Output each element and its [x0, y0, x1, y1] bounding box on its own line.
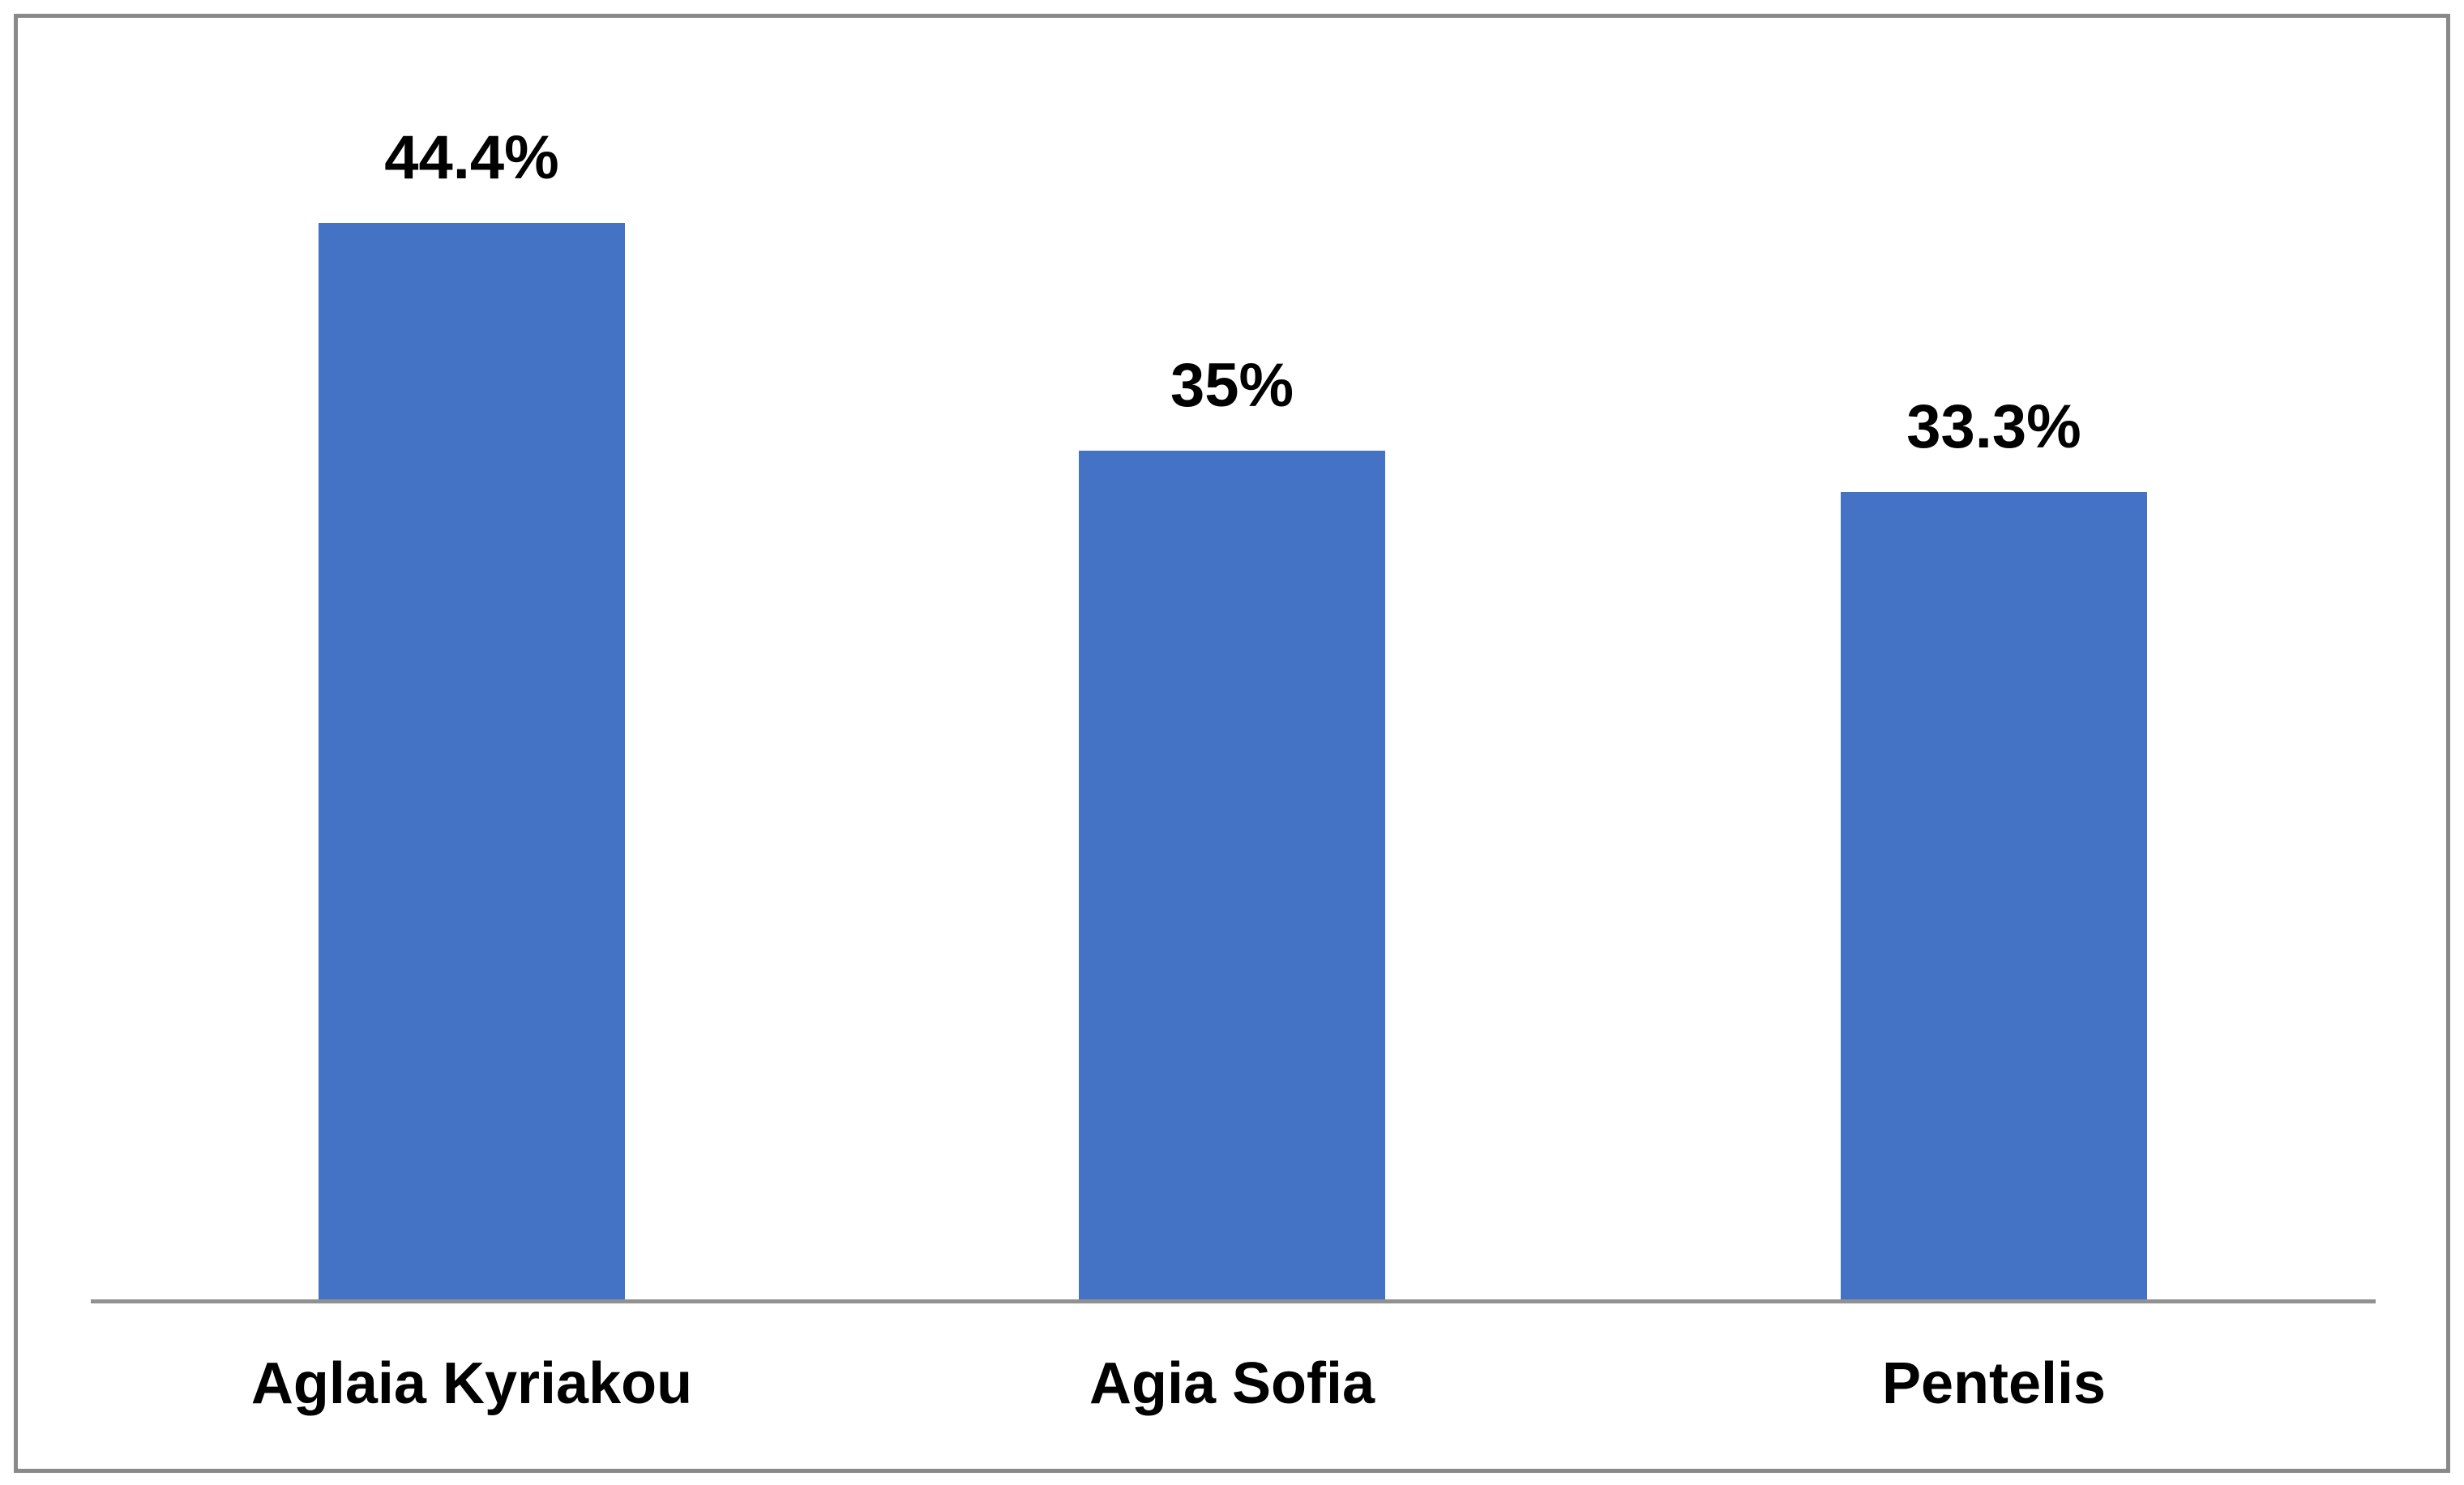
category-label: Agia Sofia [1089, 1351, 1375, 1416]
bar-pentelis [1841, 492, 2147, 1299]
bar-group: 44.4% [319, 124, 625, 1299]
x-axis-line [91, 1299, 2376, 1303]
category-label: Aglaia Kyriakou [250, 1351, 693, 1416]
bar-value-label: 44.4% [384, 123, 559, 193]
bar-value-label: 33.3% [1906, 392, 2081, 462]
bar-agia-sofia [1079, 451, 1385, 1299]
bar-aglaia-kyriakou [319, 223, 625, 1299]
category-label: Pentelis [1881, 1351, 2107, 1416]
bar-group: 33.3% [1841, 393, 2147, 1299]
bar-group: 35% [1079, 352, 1385, 1299]
bar-value-label: 35% [1170, 351, 1294, 421]
